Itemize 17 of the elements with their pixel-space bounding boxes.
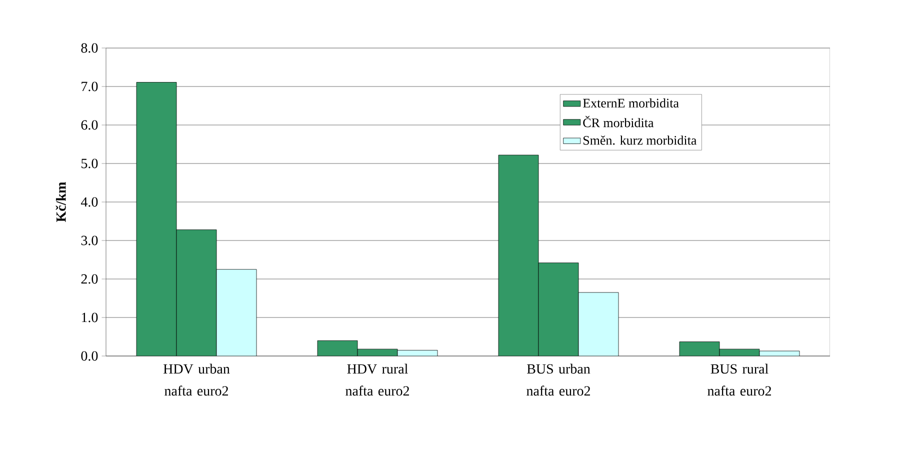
x-tick-label: BUS rural nafta euro2 [708, 364, 771, 396]
y-tick-label: 1.0 [82, 312, 98, 322]
legend-label: ExternE morbidita [583, 98, 679, 108]
y-tick-label: 5.0 [82, 158, 98, 168]
y-tick-label: 6.0 [81, 120, 98, 130]
legend-label: Směn. kurz morbidita [583, 136, 697, 145]
legend-label: ČR morbidita [583, 116, 654, 128]
x-tick-label: HDV urban nafta euro2 [163, 364, 230, 396]
x-tick-label: BUS urban nafta euro2 [526, 364, 590, 396]
y-tick-label: 0.0 [81, 351, 98, 361]
x-tick-label: HDV rural nafta euro2 [346, 364, 409, 396]
y-tick-label: 2.0 [81, 274, 98, 284]
y-tick-label: 7.0 [82, 82, 98, 92]
y-tick-label: 4.0 [80, 197, 98, 207]
y-axis-title: Kč/km [56, 182, 66, 222]
y-tick-label: 3.0 [81, 236, 98, 246]
y-tick-label: 8.0 [81, 43, 98, 53]
